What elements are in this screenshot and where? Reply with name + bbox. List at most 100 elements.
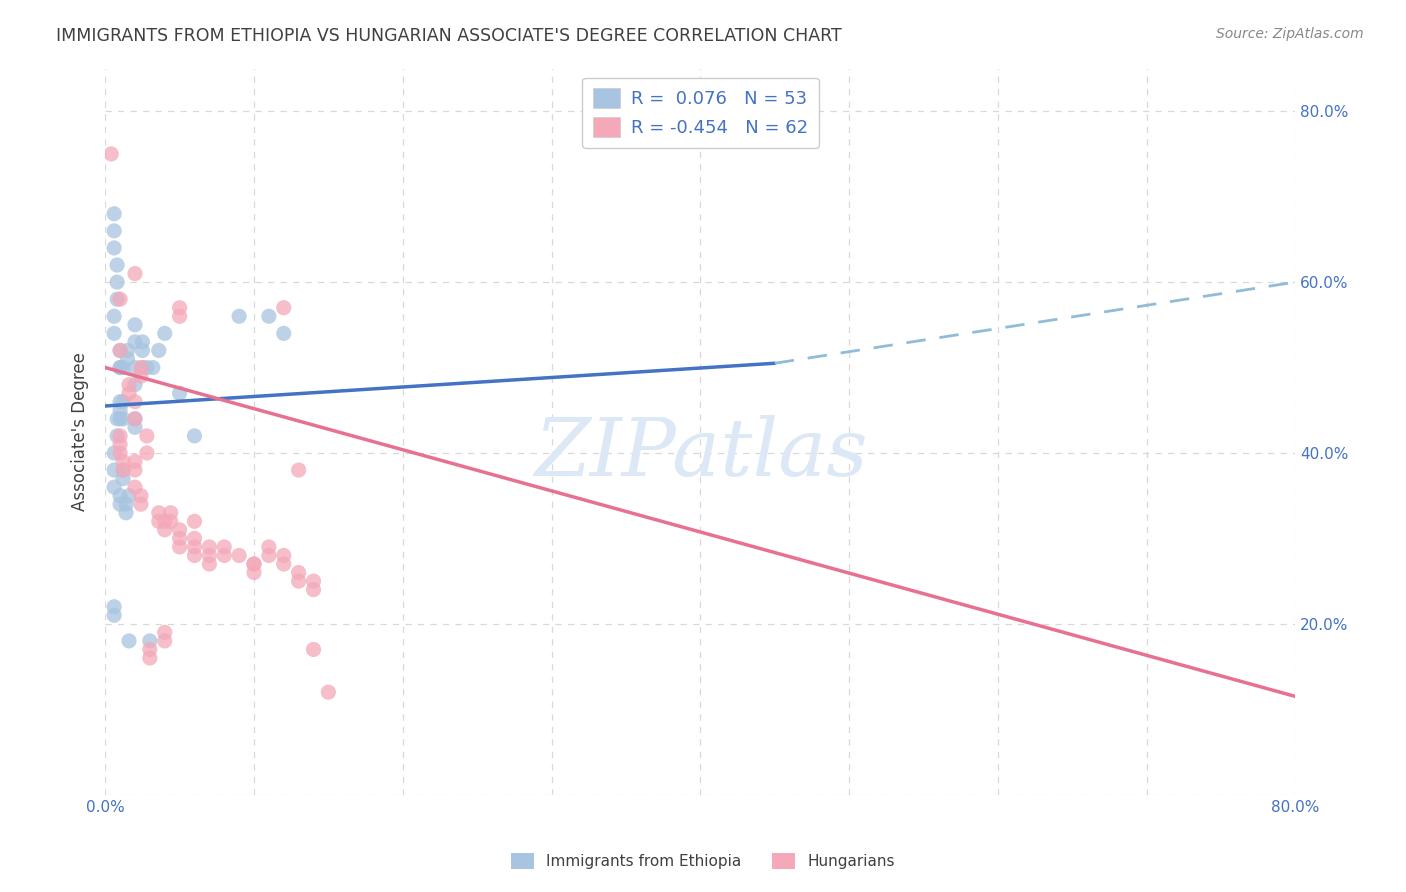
Point <box>108 412 131 426</box>
Point <box>108 497 131 511</box>
Point <box>148 514 170 528</box>
Point <box>103 207 125 221</box>
Point <box>117 351 139 366</box>
Point <box>108 394 131 409</box>
Point <box>273 301 295 315</box>
Y-axis label: Associate's Degree: Associate's Degree <box>72 352 89 511</box>
Point <box>243 566 266 580</box>
Point <box>169 301 191 315</box>
Point <box>108 343 131 358</box>
Point <box>105 292 128 306</box>
Point <box>183 549 205 563</box>
Point <box>105 258 128 272</box>
Point <box>124 412 146 426</box>
Point <box>198 540 221 554</box>
Point <box>112 412 135 426</box>
Point <box>100 147 122 161</box>
Point <box>108 360 131 375</box>
Point <box>153 514 176 528</box>
Point <box>169 523 191 537</box>
Point <box>103 608 125 623</box>
Point <box>103 463 125 477</box>
Point <box>118 634 141 648</box>
Point <box>131 334 153 349</box>
Text: ZIPatlas: ZIPatlas <box>534 415 868 492</box>
Point <box>112 454 135 468</box>
Point <box>124 463 146 477</box>
Point <box>129 497 152 511</box>
Point <box>112 360 135 375</box>
Point <box>105 275 128 289</box>
Point <box>243 557 266 571</box>
Point <box>153 625 176 640</box>
Point <box>105 412 128 426</box>
Point <box>103 224 125 238</box>
Point <box>117 343 139 358</box>
Point <box>153 523 176 537</box>
Point <box>115 497 138 511</box>
Point <box>124 480 146 494</box>
Point <box>228 549 250 563</box>
Point <box>142 360 165 375</box>
Point <box>131 360 153 375</box>
Point <box>124 267 146 281</box>
Point <box>103 446 125 460</box>
Point <box>302 574 325 588</box>
Point <box>159 506 181 520</box>
Point <box>112 472 135 486</box>
Point <box>257 549 280 563</box>
Point <box>318 685 340 699</box>
Point <box>135 429 157 443</box>
Point <box>169 310 191 324</box>
Point <box>124 420 146 434</box>
Point <box>103 241 125 255</box>
Point <box>287 463 309 477</box>
Point <box>103 599 125 614</box>
Point <box>135 360 157 375</box>
Point <box>273 326 295 341</box>
Point <box>124 454 146 468</box>
Point <box>148 343 170 358</box>
Point <box>212 540 235 554</box>
Point <box>124 394 146 409</box>
Point <box>257 310 280 324</box>
Point <box>243 557 266 571</box>
Point <box>198 549 221 563</box>
Point <box>139 651 162 665</box>
Point <box>169 532 191 546</box>
Point <box>153 634 176 648</box>
Point <box>103 326 125 341</box>
Point <box>273 549 295 563</box>
Text: IMMIGRANTS FROM ETHIOPIA VS HUNGARIAN ASSOCIATE'S DEGREE CORRELATION CHART: IMMIGRANTS FROM ETHIOPIA VS HUNGARIAN AS… <box>56 27 842 45</box>
Point <box>103 480 125 494</box>
Point <box>124 377 146 392</box>
Point <box>287 566 309 580</box>
Point <box>212 549 235 563</box>
Point <box>302 582 325 597</box>
Point <box>118 377 141 392</box>
Point <box>153 326 176 341</box>
Point <box>108 343 131 358</box>
Point <box>108 489 131 503</box>
Point <box>139 642 162 657</box>
Point <box>183 514 205 528</box>
Point <box>115 506 138 520</box>
Point <box>118 386 141 401</box>
Point <box>135 446 157 460</box>
Point <box>131 343 153 358</box>
Point <box>183 540 205 554</box>
Legend: Immigrants from Ethiopia, Hungarians: Immigrants from Ethiopia, Hungarians <box>505 847 901 875</box>
Point <box>108 292 131 306</box>
Point <box>183 429 205 443</box>
Point <box>273 557 295 571</box>
Point <box>302 642 325 657</box>
Point <box>228 310 250 324</box>
Point <box>108 360 131 375</box>
Point <box>103 310 125 324</box>
Point <box>124 412 146 426</box>
Point <box>129 489 152 503</box>
Point <box>112 463 135 477</box>
Point <box>105 429 128 443</box>
Point <box>112 394 135 409</box>
Point <box>148 506 170 520</box>
